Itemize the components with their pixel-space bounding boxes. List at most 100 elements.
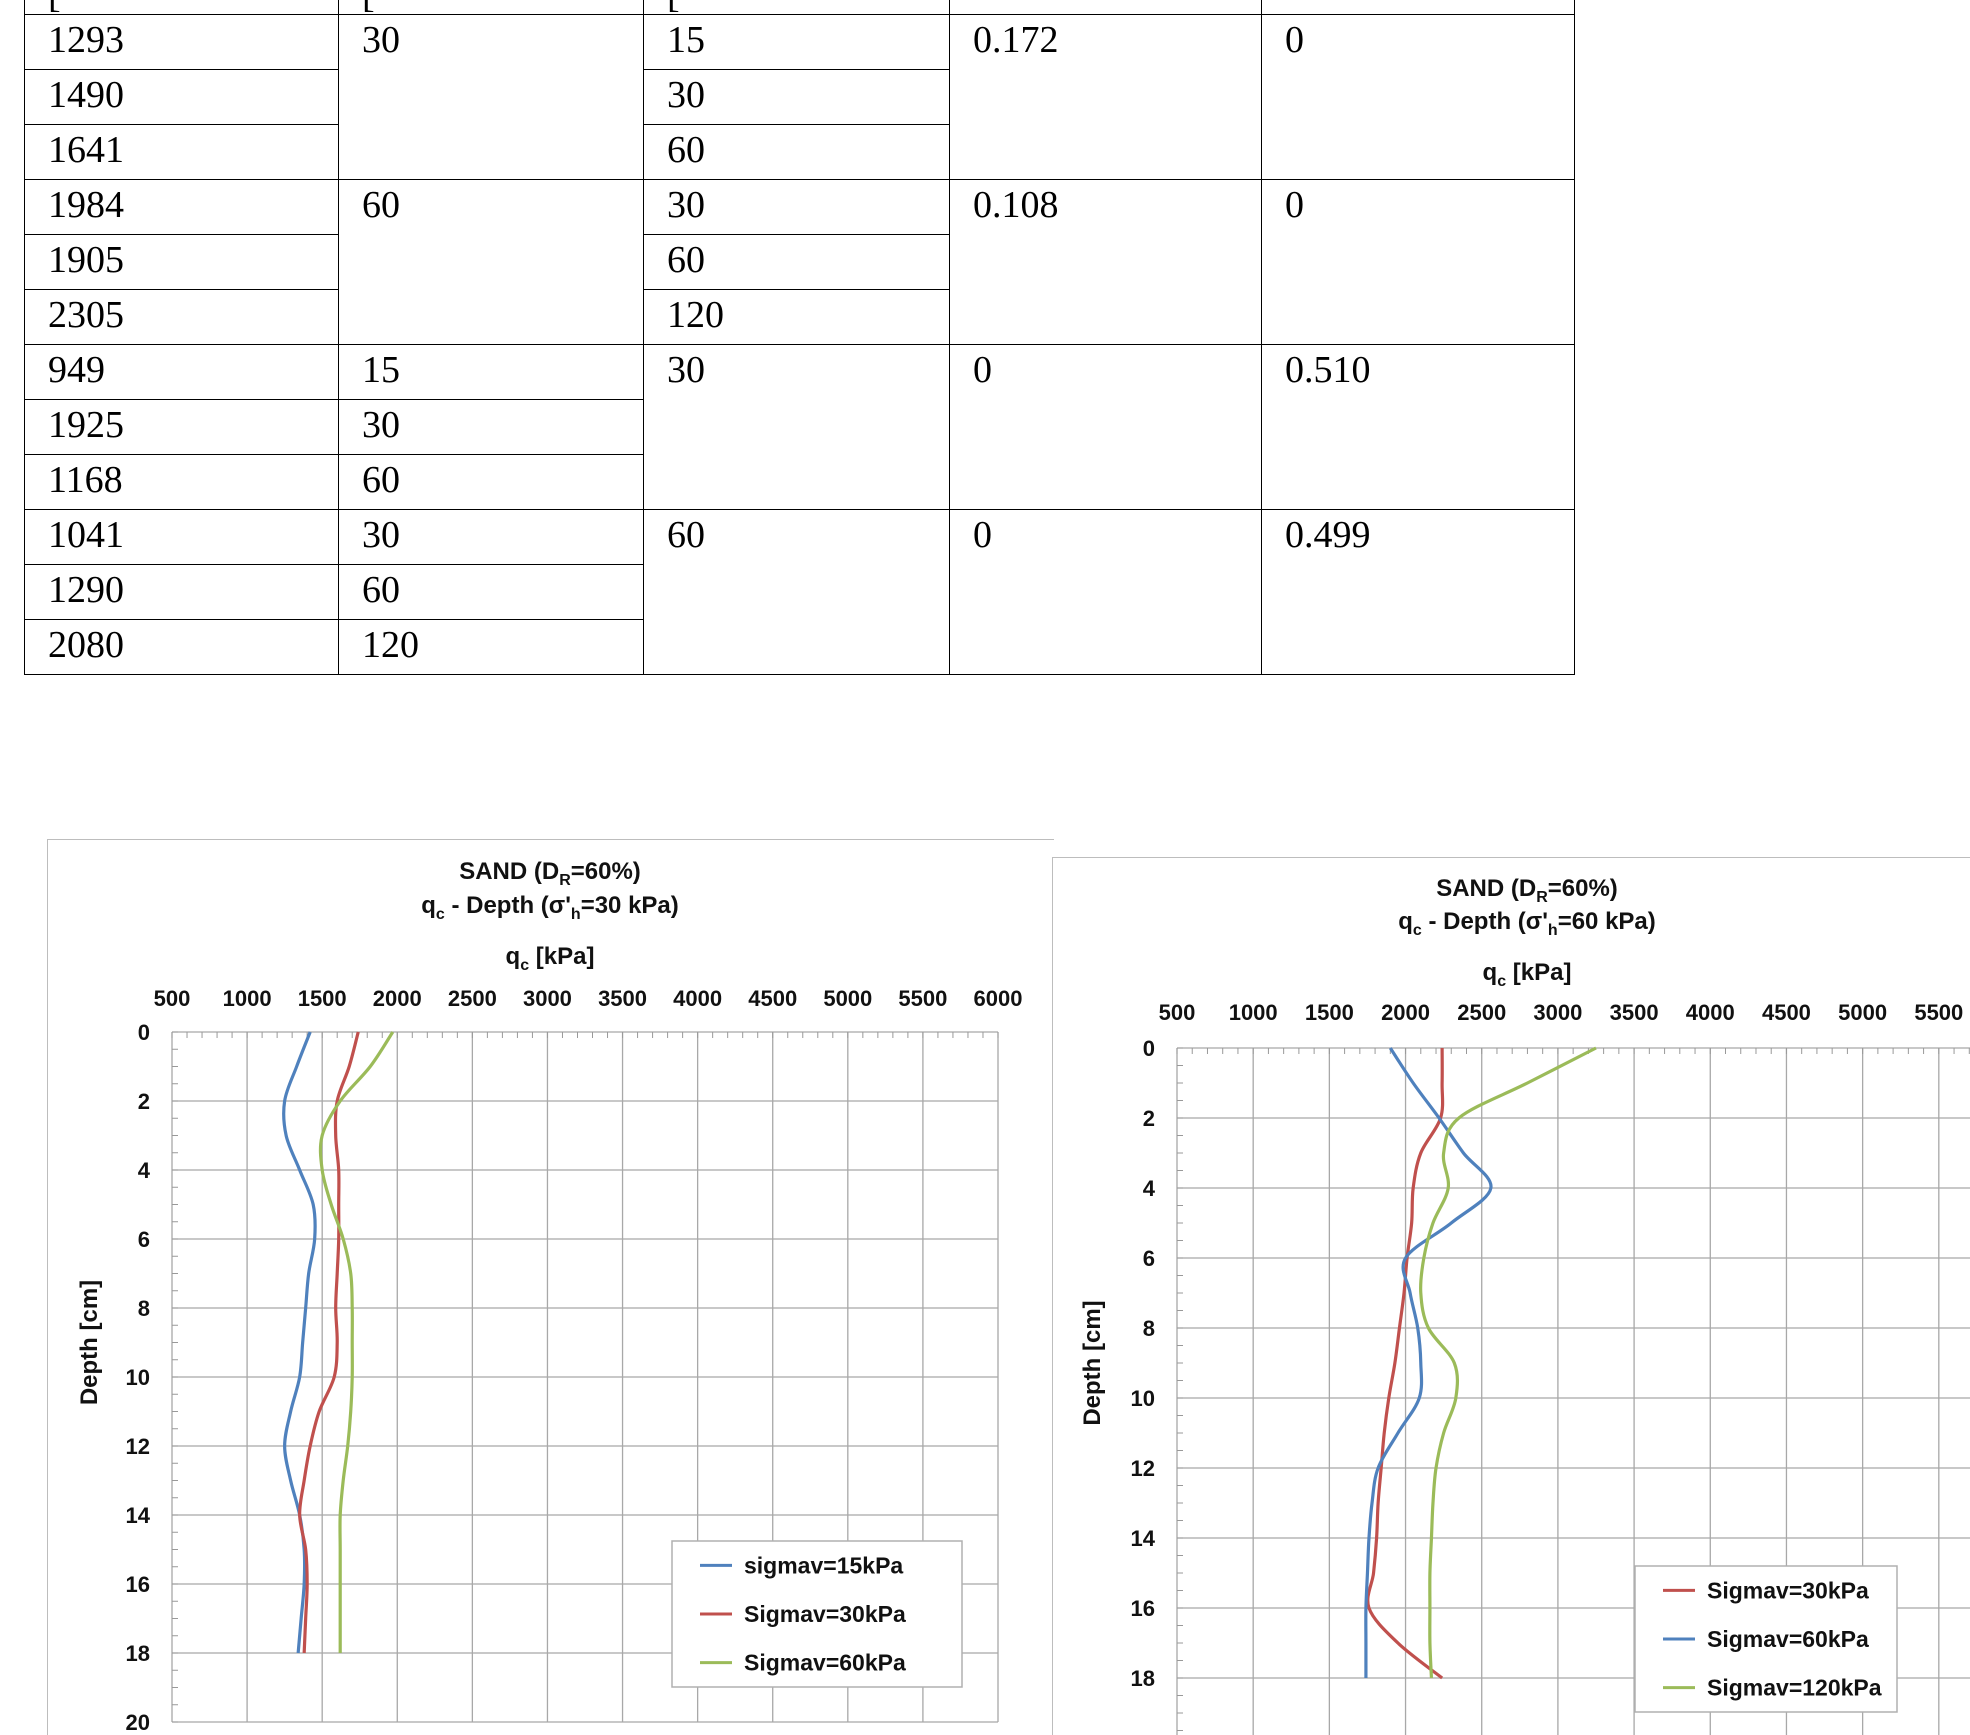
x-tick-label: 2500 <box>1457 1000 1506 1025</box>
chart-title-text: SAND (D <box>1436 875 1536 902</box>
table-cell: 120 <box>338 618 644 675</box>
y-axis-label: Depth [cm] <box>76 1280 103 1405</box>
table-cell-text: 2080 <box>48 623 124 666</box>
x-tick-label: 4500 <box>1762 1000 1811 1025</box>
table-body: [[[1293 30 15 0.172 0 1490 30 1641 60 1984 60 30 0.1… <box>24 0 1575 675</box>
table-cell-merged: 30 <box>338 13 644 180</box>
series-line-2 <box>318 1031 395 1653</box>
table-cell: 60 <box>643 233 950 290</box>
x-axis-label-text: [kPa] <box>529 943 594 970</box>
table-cell: 1905 <box>24 233 339 290</box>
x-tick-label: 2000 <box>373 986 422 1011</box>
table-cell: 15 <box>338 343 644 400</box>
x-tick-label: 5500 <box>898 986 947 1011</box>
table-cell: 949 <box>24 343 339 400</box>
table-cell-merged: 30 <box>643 343 950 510</box>
y-tick-label: 2 <box>1143 1106 1155 1131</box>
table-cell-text: [ <box>362 0 643 14</box>
y-tick-label: 18 <box>1131 1666 1155 1691</box>
table-row: 1293 30 15 0.172 0 <box>24 13 1575 180</box>
table-cell-text: 120 <box>667 293 724 336</box>
chart-title-text: - Depth (σ' <box>1422 908 1548 935</box>
table-row: 949 15 30 0 0.510 <box>24 343 1575 510</box>
table-cell-text: 60 <box>362 183 400 226</box>
x-tick-label: 4000 <box>1686 1000 1735 1025</box>
table-cell-text: 30 <box>362 18 400 61</box>
x-tick-label: 2000 <box>1381 1000 1430 1025</box>
table-cell-text: 0.172 <box>973 18 1059 61</box>
table-cell-text: 0.510 <box>1285 348 1371 391</box>
table-cell-text: 60 <box>667 128 705 171</box>
chart-title-text: =60%) <box>571 858 641 885</box>
x-axis-label-text: q <box>1483 959 1498 986</box>
table-cell-text: 30 <box>667 348 705 391</box>
y-tick-label: 12 <box>1131 1456 1155 1481</box>
y-tick-label: 14 <box>126 1503 151 1528</box>
legend-label: Sigmav=30kPa <box>744 1601 906 1627</box>
legend-label: Sigmav=120kPa <box>1707 1675 1882 1701</box>
table-cell-text: 1984 <box>48 183 124 226</box>
chart-title-line1: SAND (DR=60%) <box>459 858 641 889</box>
table-row: 1290 60 <box>24 563 1575 620</box>
table-top-row: [[[ <box>24 0 1575 15</box>
chart-right-svg: SAND (DR=60%)qc - Depth (σ'h=60 kPa)qc [… <box>1079 875 1970 1735</box>
table-cell: 1293 <box>24 13 339 70</box>
y-tick-label: 0 <box>1143 1036 1155 1061</box>
table-cell-text: 2305 <box>48 293 124 336</box>
x-tick-label: 5500 <box>1914 1000 1963 1025</box>
table-cell: 60 <box>643 123 950 180</box>
x-tick-label: 5000 <box>823 986 872 1011</box>
table-cell-merged: 0.172 <box>949 13 1262 180</box>
y-tick-label: 6 <box>1143 1246 1155 1271</box>
table-cell-text: 120 <box>362 623 419 666</box>
chart-left-svg: SAND (DR=60%)qc - Depth (σ'h=30 kPa)qc [… <box>76 858 1023 1735</box>
table-cell-text: 0 <box>973 348 992 391</box>
x-tick-label: 2500 <box>448 986 497 1011</box>
x-tick-label: 3000 <box>523 986 572 1011</box>
table-cell-merged: 60 <box>643 508 950 675</box>
table-cell: 15 <box>643 13 950 70</box>
table-cell-text: 1641 <box>48 128 124 171</box>
table-cell: 30 <box>643 178 950 235</box>
table-cell-text: 30 <box>362 403 400 446</box>
series-line-1 <box>1364 1047 1493 1678</box>
table-cell-text: 15 <box>667 18 705 61</box>
table-cell: 1490 <box>24 68 339 125</box>
table-cell: 1925 <box>24 398 339 455</box>
y-tick-label: 10 <box>1131 1386 1155 1411</box>
y-tick-label: 8 <box>1143 1316 1155 1341</box>
x-tick-label: 3500 <box>598 986 647 1011</box>
series-line-0 <box>1366 1047 1445 1680</box>
chart-title-subscript: R <box>559 872 571 889</box>
y-tick-label: 4 <box>138 1158 151 1183</box>
x-tick-label: 500 <box>154 986 191 1011</box>
table-cell-text: 949 <box>48 348 105 391</box>
y-axis-label: Depth [cm] <box>1079 1300 1106 1425</box>
y-tick-label: 16 <box>126 1572 150 1597</box>
chart-title-subscript: c <box>1413 922 1422 939</box>
table-cell <box>1261 0 1575 15</box>
y-tick-label: 4 <box>1143 1176 1156 1201</box>
table-row: 1168 60 <box>24 453 1575 510</box>
x-tick-label: 4500 <box>748 986 797 1011</box>
table-row: 1041 30 60 0 0.499 <box>24 508 1575 675</box>
table-row: 1984 60 30 0.108 0 <box>24 178 1575 345</box>
table-cell-text: 30 <box>667 183 705 226</box>
table-cell: 1168 <box>24 453 339 510</box>
x-tick-label: 6000 <box>974 986 1023 1011</box>
table-cell: 1041 <box>24 508 339 565</box>
table-cell: 30 <box>338 398 644 455</box>
chart-title-subscript: h <box>1548 922 1558 939</box>
table-cell: 1641 <box>24 123 339 180</box>
x-tick-label: 1000 <box>223 986 272 1011</box>
minor-ticks <box>171 1031 999 1723</box>
table-cell-text: 1290 <box>48 568 124 611</box>
table-cell-text: 60 <box>362 568 400 611</box>
table-cell: 2080 <box>24 618 339 675</box>
table-cell: [ <box>24 0 339 15</box>
chart-title-line2: qc - Depth (σ'h=30 kPa) <box>421 892 679 923</box>
y-tick-label: 12 <box>126 1434 150 1459</box>
table-cell: 1290 <box>24 563 339 620</box>
table-cell-text: 60 <box>667 513 705 556</box>
chart-panel-left: SAND (DR=60%) qc - Depth (σ'h=30 kPa) qc [… <box>47 839 1054 1735</box>
